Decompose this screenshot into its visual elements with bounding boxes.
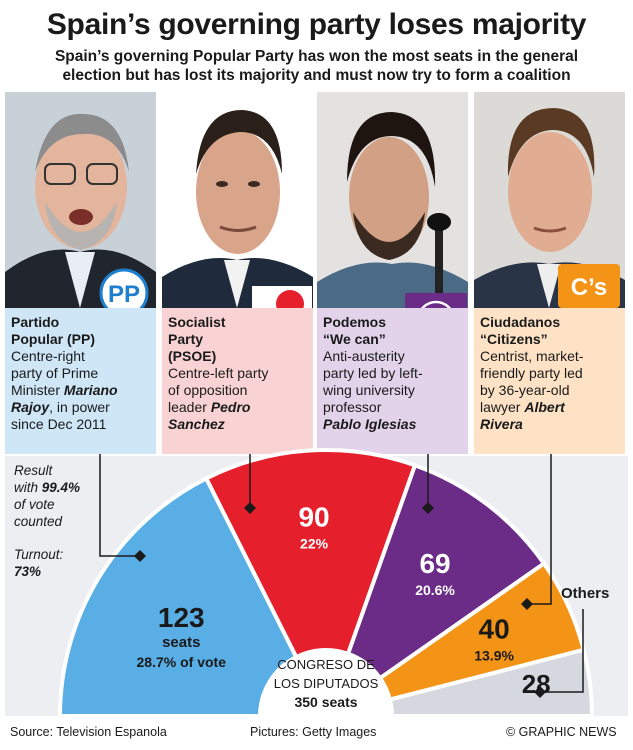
- others-label: Others: [561, 585, 610, 602]
- party-desc-line: , in power: [49, 399, 110, 415]
- vote-share-ciudadanos: 13.9%: [474, 648, 514, 664]
- slice-podemos: [345, 462, 547, 681]
- party-desc-line: friendly party led: [480, 365, 583, 381]
- party-desc-line: Minister: [11, 382, 64, 398]
- seat-count-podemos: 69: [419, 548, 450, 579]
- chamber-label-line-2: LOS DIPUTADOS: [274, 676, 379, 691]
- chamber-label-line-1: CONGRESO DE: [277, 657, 375, 672]
- party-name-line: Socialist: [168, 314, 226, 330]
- photo-sanchez: [162, 92, 313, 308]
- chamber-label-line-3: 350 seats: [294, 694, 357, 710]
- result-note-line: counted: [14, 514, 63, 529]
- party-desc-line: leader: [168, 399, 211, 415]
- party-desc-line: wing university: [323, 382, 415, 398]
- leader-full-name: Pablo Iglesias: [323, 416, 417, 432]
- leader-last-name: Sanchez: [168, 416, 225, 432]
- leader-last-name: Rivera: [480, 416, 523, 432]
- page-title: Spain’s governing party loses majority: [46, 8, 587, 41]
- party-desc-line: party of Prime: [11, 365, 99, 381]
- subtitle-line-1: Spain’s governing Popular Party has won …: [54, 48, 579, 65]
- result-note-line: of vote: [14, 497, 55, 512]
- leader-last-name: Rajoy: [11, 399, 50, 415]
- party-desc-line: Centrist, market-: [480, 348, 584, 364]
- party-name-line: Podemos: [323, 314, 387, 330]
- pointer-line-pp: [99, 454, 140, 557]
- slice-others: [387, 647, 595, 718]
- party-desc-line: lawyer: [480, 399, 525, 415]
- graphic-news-credit: © GRAPHIC NEWS: [506, 725, 617, 739]
- party-card-pp: Partido Popular (PP) Centre-right party …: [5, 308, 156, 454]
- vote-share-psoe: 22%: [300, 535, 329, 551]
- turnout-value: 73%: [14, 564, 42, 579]
- seat-count-ciudadanos: 40: [479, 614, 510, 645]
- party-name-line: Popular (PP): [11, 331, 96, 347]
- party-name-line: Ciudadanos: [480, 314, 561, 330]
- vote-share-podemos: 20.6%: [415, 582, 455, 598]
- pointer-line-ciudadanos: [527, 454, 552, 605]
- party-card-ciudadanos: Ciudadanos “Citizens” Centrist, market- …: [474, 308, 625, 454]
- leader-first-name: Albert: [524, 399, 565, 415]
- result-note-line: with: [14, 480, 42, 495]
- pointer-line-others: [540, 609, 584, 693]
- leader-first-name: Pedro: [210, 399, 251, 415]
- result-note: Result with 99.4% of vote counted Turnou…: [14, 462, 80, 580]
- seats-word-pp: seats: [162, 634, 200, 651]
- slice-pp: [57, 475, 299, 718]
- party-card-podemos: Podemos “We can” Anti-austerity party le…: [317, 308, 468, 454]
- cs-logo-text: C’s: [571, 274, 607, 301]
- party-desc-line: Centre-left party: [168, 365, 269, 381]
- cs-logo: C’s: [558, 264, 620, 313]
- vote-share-pp: 28.7% of vote: [137, 654, 227, 670]
- subtitle-line-2: election but has lost its majority and m…: [62, 67, 571, 84]
- subtitle: Spain’s governing Popular Party has won …: [10, 47, 623, 85]
- party-desc-line: of opposition: [168, 382, 248, 398]
- party-name-line: “Citizens”: [480, 331, 548, 347]
- party-name-line: Partido: [11, 314, 60, 330]
- result-counted-value: 99.4%: [41, 480, 81, 495]
- party-desc-line: by 36-year-old: [480, 382, 570, 398]
- chamber-hub: [262, 652, 390, 716]
- source-credit: Source: Television Espanola: [10, 725, 167, 739]
- pointer-marker-pp: [134, 550, 146, 562]
- party-desc-line: since Dec 2011: [11, 416, 107, 432]
- pointer-marker-ciudadanos: [521, 598, 533, 610]
- turnout-label: Turnout:: [14, 547, 64, 562]
- party-desc-line: party led by left-: [323, 365, 423, 381]
- photo-rivera: [474, 92, 625, 308]
- result-note-line: Result: [14, 463, 53, 478]
- photo-iglesias: [317, 92, 468, 308]
- party-name-line: Party: [168, 331, 204, 347]
- pointer-marker-others: [534, 686, 546, 698]
- seat-count-others: 28: [522, 669, 551, 699]
- slice-psoe: [203, 448, 418, 660]
- party-name-line: “We can”: [323, 331, 386, 347]
- leader-first-name: Mariano: [63, 382, 118, 398]
- party-desc-line: Centre-right: [11, 348, 85, 364]
- pictures-credit: Pictures: Getty Images: [250, 725, 377, 739]
- seat-count-psoe: 90: [298, 501, 329, 532]
- party-desc-line: Anti-austerity: [323, 348, 405, 364]
- party-name-line: (PSOE): [168, 348, 217, 364]
- pp-logo-text: PP: [108, 281, 140, 308]
- party-desc-line: professor: [323, 399, 382, 415]
- seat-count-pp: 123: [158, 602, 205, 633]
- pointer-marker-podemos: [422, 502, 434, 514]
- party-card-psoe: Socialist Party (PSOE) Centre-left party…: [162, 308, 313, 454]
- pointer-marker-psoe: [244, 502, 256, 514]
